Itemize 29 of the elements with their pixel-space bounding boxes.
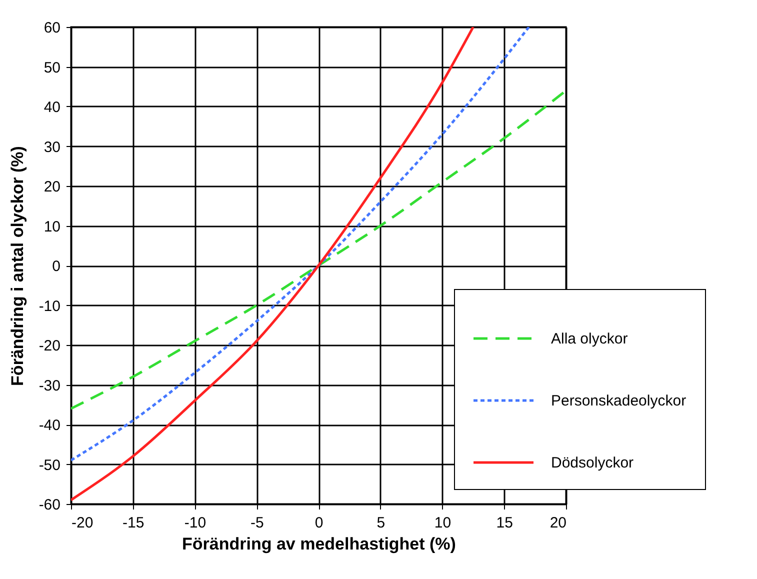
- legend-label: Personskadeolyckor: [551, 392, 686, 410]
- legend-label: Alla olyckor: [551, 330, 628, 348]
- y-tick-label: -20: [38, 338, 60, 354]
- y-tick-label: 50: [44, 59, 60, 76]
- y-tick-label: -50: [38, 456, 60, 474]
- y-tick-label: 0: [52, 258, 60, 275]
- line-series: [71, 27, 530, 462]
- x-tick-label: 10: [434, 514, 452, 532]
- y-tick-label: 20: [44, 178, 60, 196]
- x-tick-label: -5: [250, 514, 264, 532]
- x-axis-title: Förändring av medelhastighet (%): [182, 534, 456, 554]
- y-tick-label: 40: [44, 99, 60, 116]
- y-axis-title: Förändring i antal olyckor (%): [8, 146, 27, 386]
- y-tick-label: 60: [44, 20, 60, 36]
- y-tick-label: -10: [38, 298, 60, 315]
- y-tick-label: -40: [38, 417, 60, 434]
- line-series: [71, 27, 474, 502]
- y-tick-label: 30: [44, 138, 60, 156]
- x-tick-label: -15: [122, 514, 144, 532]
- y-tick-label: -60: [38, 496, 60, 514]
- y-tick-label: 10: [44, 218, 60, 236]
- x-tick-label: -10: [184, 514, 206, 532]
- y-tick-label: -30: [38, 377, 60, 394]
- legend-label: Dödsolyckor: [551, 454, 634, 472]
- x-tick-label: -20: [72, 514, 94, 532]
- x-tick-label: 15: [496, 514, 513, 532]
- x-tick-label: 20: [550, 514, 566, 532]
- x-tick-label: 0: [314, 514, 324, 532]
- x-tick-label: 5: [376, 514, 386, 532]
